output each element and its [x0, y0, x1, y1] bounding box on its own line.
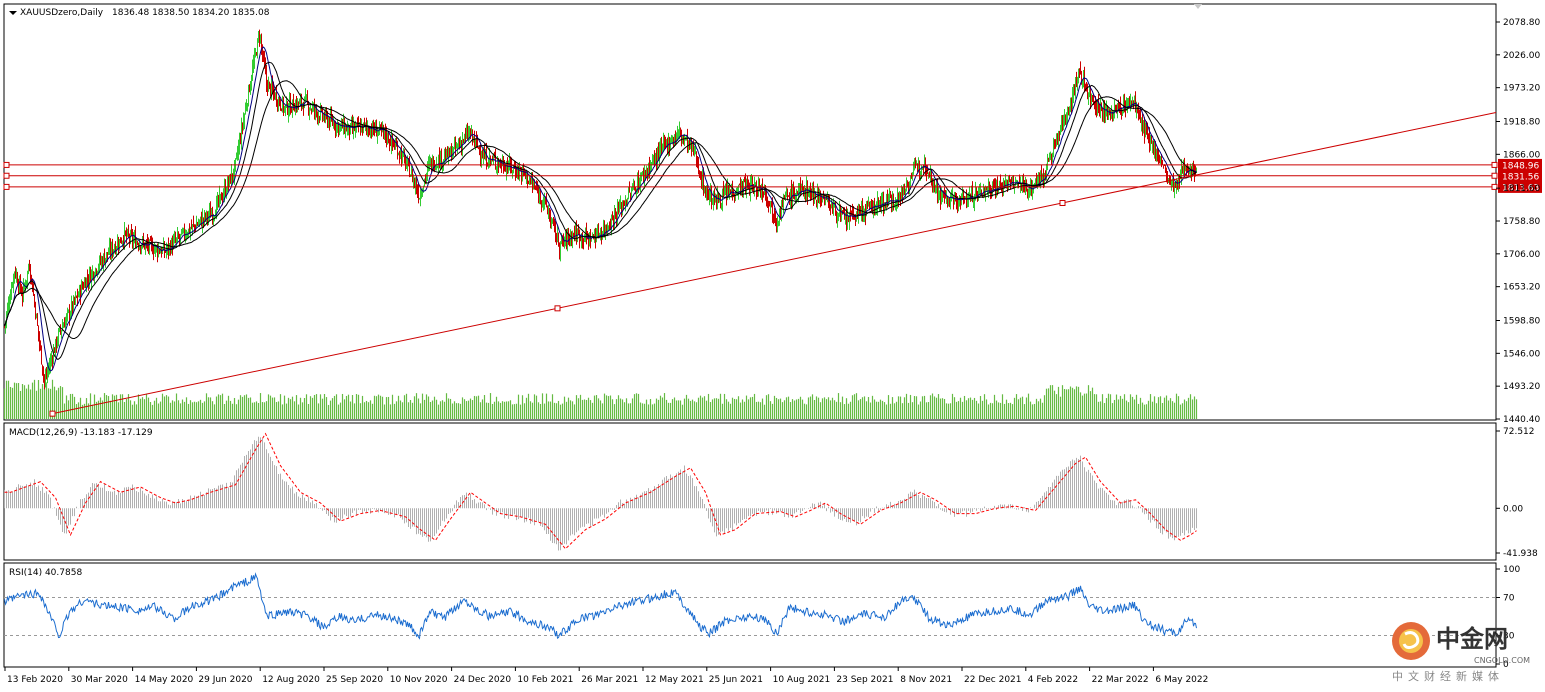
moving-average-line — [4, 46, 1197, 372]
level-price-tag — [1498, 169, 1542, 182]
cngold-watermark: 中金网 CNGOLD.COM 中文财经新媒体 — [1392, 622, 1530, 683]
rsi-tick-label: 70 — [1503, 594, 1515, 604]
level-price-tag — [1498, 180, 1542, 193]
chart-shift-marker[interactable] — [1194, 4, 1202, 9]
macd-axis: 72.512 0.00 -41.938 — [1496, 427, 1538, 559]
rsi-line — [4, 572, 1197, 640]
time-tick-label: 26 Mar 2021 — [581, 675, 638, 685]
rsi-tick-label: 100 — [1503, 565, 1520, 575]
moving-averages — [4, 46, 1197, 372]
level-handle[interactable] — [3, 183, 10, 190]
macd-tick-label: 72.512 — [1503, 427, 1535, 437]
price-tick-label: 1758.80 — [1503, 217, 1540, 227]
watermark-en: CNGOLD.COM — [1474, 656, 1530, 665]
price-tick-label: 1598.80 — [1503, 316, 1540, 326]
macd-histogram — [4, 436, 1197, 551]
price-axis: 2078.80 2026.00 1973.20 1918.80 1866.00 1811.… — [1496, 18, 1540, 425]
price-panel-frame — [3, 3, 1497, 421]
cngold-logo-swirl-icon — [1402, 631, 1420, 650]
volume-bars — [3, 379, 1198, 419]
time-tick-label: 12 Aug 2020 — [262, 675, 320, 685]
time-tick-label: 23 Sep 2021 — [836, 675, 893, 685]
level-handle[interactable] — [1491, 183, 1498, 190]
time-tick-label: 6 May 2022 — [1155, 675, 1208, 685]
rsi-tick-label: 30 — [1503, 632, 1515, 642]
trendline-handle[interactable] — [554, 305, 561, 312]
macd-tick-label: -41.938 — [1503, 549, 1538, 559]
time-tick-label: 4 Feb 2022 — [1028, 675, 1078, 685]
time-tick-label: 24 Dec 2020 — [454, 675, 512, 685]
macd-panel: MACD(12,26,9) -13.183 -17.129 72.512 0.00… — [3, 422, 1538, 561]
macd-tick-label: 0.00 — [1503, 504, 1523, 514]
ohlc-readout: 1836.48 1838.50 1834.20 1835.08 — [112, 8, 270, 18]
price-tick-label: 1811.60 — [1503, 184, 1540, 194]
rsi-panel-frame — [3, 562, 1497, 668]
macd-title: MACD(12,26,9) -13.183 -17.129 — [9, 428, 153, 438]
time-tick-label: 14 May 2020 — [135, 675, 194, 685]
time-tick-label: 22 Dec 2021 — [964, 675, 1022, 685]
price-tick-label: 2026.00 — [1503, 51, 1540, 61]
level-price-label: 1848.96 — [1502, 161, 1539, 171]
level-price-label: 1813.63 — [1502, 183, 1539, 193]
trendline[interactable] — [49, 112, 1497, 417]
time-tick-label: 29 Jun 2020 — [198, 675, 252, 685]
time-tick-label: 10 Feb 2021 — [517, 675, 573, 685]
rsi-panel: RSI(14) 40.7858 100 70 30 0 — [3, 562, 1520, 670]
level-handle[interactable] — [3, 161, 10, 168]
level-price-label: 1831.56 — [1502, 172, 1539, 182]
trendline-handle[interactable] — [1059, 200, 1066, 207]
level-handle[interactable] — [1491, 172, 1498, 179]
time-axis: 13 Feb 2020 30 Mar 2020 14 May 2020 29 Jun … — [4, 667, 1208, 685]
moving-average-line — [4, 80, 1197, 339]
price-tick-label: 2078.80 — [1503, 18, 1540, 28]
time-tick-label: 30 Mar 2020 — [71, 675, 128, 685]
rsi-path — [4, 572, 1197, 640]
time-tick-label: 25 Jun 2021 — [709, 675, 763, 685]
watermark-sub: 中文财经新媒体 — [1392, 669, 1504, 683]
time-tick-label: 10 Aug 2021 — [773, 675, 831, 685]
rsi-axis: 100 70 30 0 — [1496, 565, 1520, 670]
time-tick-label: 13 Feb 2020 — [7, 675, 63, 685]
symbol-dropdown-icon[interactable] — [9, 11, 17, 15]
price-tick-label: 1653.20 — [1503, 283, 1540, 293]
level-price-tag — [1498, 158, 1542, 171]
time-tick-label: 8 Nov 2021 — [900, 675, 952, 685]
macd-signal-path — [4, 432, 1197, 550]
price-tick-label: 1493.20 — [1503, 382, 1540, 392]
trendline-handle[interactable] — [49, 410, 56, 417]
macd-signal-line — [4, 432, 1197, 550]
price-tick-label: 1706.00 — [1503, 250, 1540, 260]
price-panel: XAUUSDzero,Daily 1836.48 1838.50 1834.20… — [3, 3, 1542, 425]
price-title: XAUUSDzero,Daily — [20, 8, 104, 18]
rsi-title: RSI(14) 40.7858 — [9, 568, 82, 578]
level-handle[interactable] — [1491, 161, 1498, 168]
rsi-level-lines — [4, 597, 1496, 636]
price-tick-label: 1973.20 — [1503, 84, 1540, 94]
time-tick-label: 25 Sep 2020 — [326, 675, 383, 685]
rsi-tick-label: 0 — [1503, 660, 1509, 670]
time-tick-label: 12 May 2021 — [645, 675, 704, 685]
price-tick-label: 1918.80 — [1503, 117, 1540, 127]
trendline-segment[interactable] — [52, 112, 1497, 415]
time-tick-label: 22 Mar 2022 — [1092, 675, 1149, 685]
price-tick-label: 1440.40 — [1503, 415, 1540, 425]
price-tick-label: 1866.00 — [1503, 150, 1540, 160]
time-tick-label: 10 Nov 2020 — [390, 675, 448, 685]
level-handle[interactable] — [3, 172, 10, 179]
price-tick-label: 1546.00 — [1503, 349, 1540, 359]
watermark-cn: 中金网 — [1436, 625, 1508, 653]
